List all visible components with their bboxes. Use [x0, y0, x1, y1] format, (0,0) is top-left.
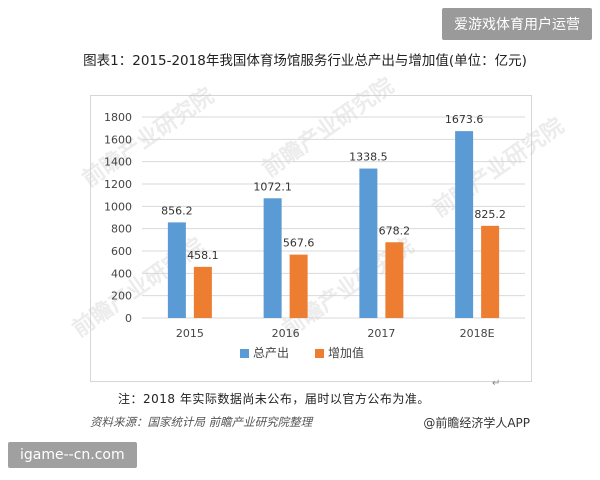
legend-swatch-total-output	[240, 349, 249, 358]
y-tick-label: 600	[111, 245, 132, 258]
data-label: 567.6	[283, 237, 315, 250]
y-tick-label: 1600	[104, 133, 132, 146]
chart-title: 图表1：2015-2018年我国体育场馆服务行业总产出与增加值(单位：亿元)	[83, 53, 527, 69]
bar-chart: 0 200 400 600 800 1000 1200 1400 1600 1800 856.2 45…	[104, 111, 525, 360]
bar-total-output	[359, 168, 378, 318]
y-tick-label: 400	[111, 267, 132, 280]
source-text: 资料来源：国家统计局 前瞻产业研究院整理	[90, 415, 313, 429]
bar-total-output	[167, 222, 186, 318]
bar-total-output	[455, 131, 474, 318]
x-tick-label: 2015	[176, 327, 204, 340]
bar-value-added	[385, 242, 404, 318]
brand-badge: 爱游戏体育用户运营	[442, 8, 592, 40]
note-return-mark: ↵	[492, 378, 501, 389]
data-label: 1338.5	[349, 151, 388, 164]
legend-swatch-value-added	[315, 349, 324, 358]
y-tick-label: 1400	[104, 156, 132, 169]
legend-label: 总产出	[253, 346, 289, 360]
credit-text: @前瞻经济学人APP	[423, 416, 530, 430]
y-tick-label: 0	[125, 312, 132, 325]
data-label: 856.2	[161, 204, 193, 217]
bar-value-added	[481, 225, 500, 318]
y-tick-label: 1000	[104, 200, 132, 213]
x-tick-label: 2016	[272, 327, 300, 340]
chart-note: 注：2018 年实际数据尚未公布，届时以官方公布为准。	[118, 392, 430, 406]
y-tick-label: 800	[111, 223, 132, 236]
bar-value-added	[193, 266, 212, 318]
bar-total-output	[263, 198, 282, 318]
y-tick-label: 1200	[104, 178, 132, 191]
y-tick-label: 200	[111, 290, 132, 303]
legend-label: 增加值	[328, 345, 364, 360]
y-tick-label: 1800	[104, 111, 132, 124]
data-label: 1673.6	[445, 113, 484, 126]
site-badge: igame--cn.com	[8, 442, 137, 468]
data-label: 825.2	[474, 208, 506, 221]
data-label: 458.1	[187, 249, 219, 262]
data-label: 678.2	[379, 224, 411, 237]
data-label: 1072.1	[253, 180, 292, 193]
x-tick-label: 2017	[367, 327, 395, 340]
bar-value-added	[289, 254, 308, 318]
x-tick-label: 2018E	[460, 327, 495, 340]
